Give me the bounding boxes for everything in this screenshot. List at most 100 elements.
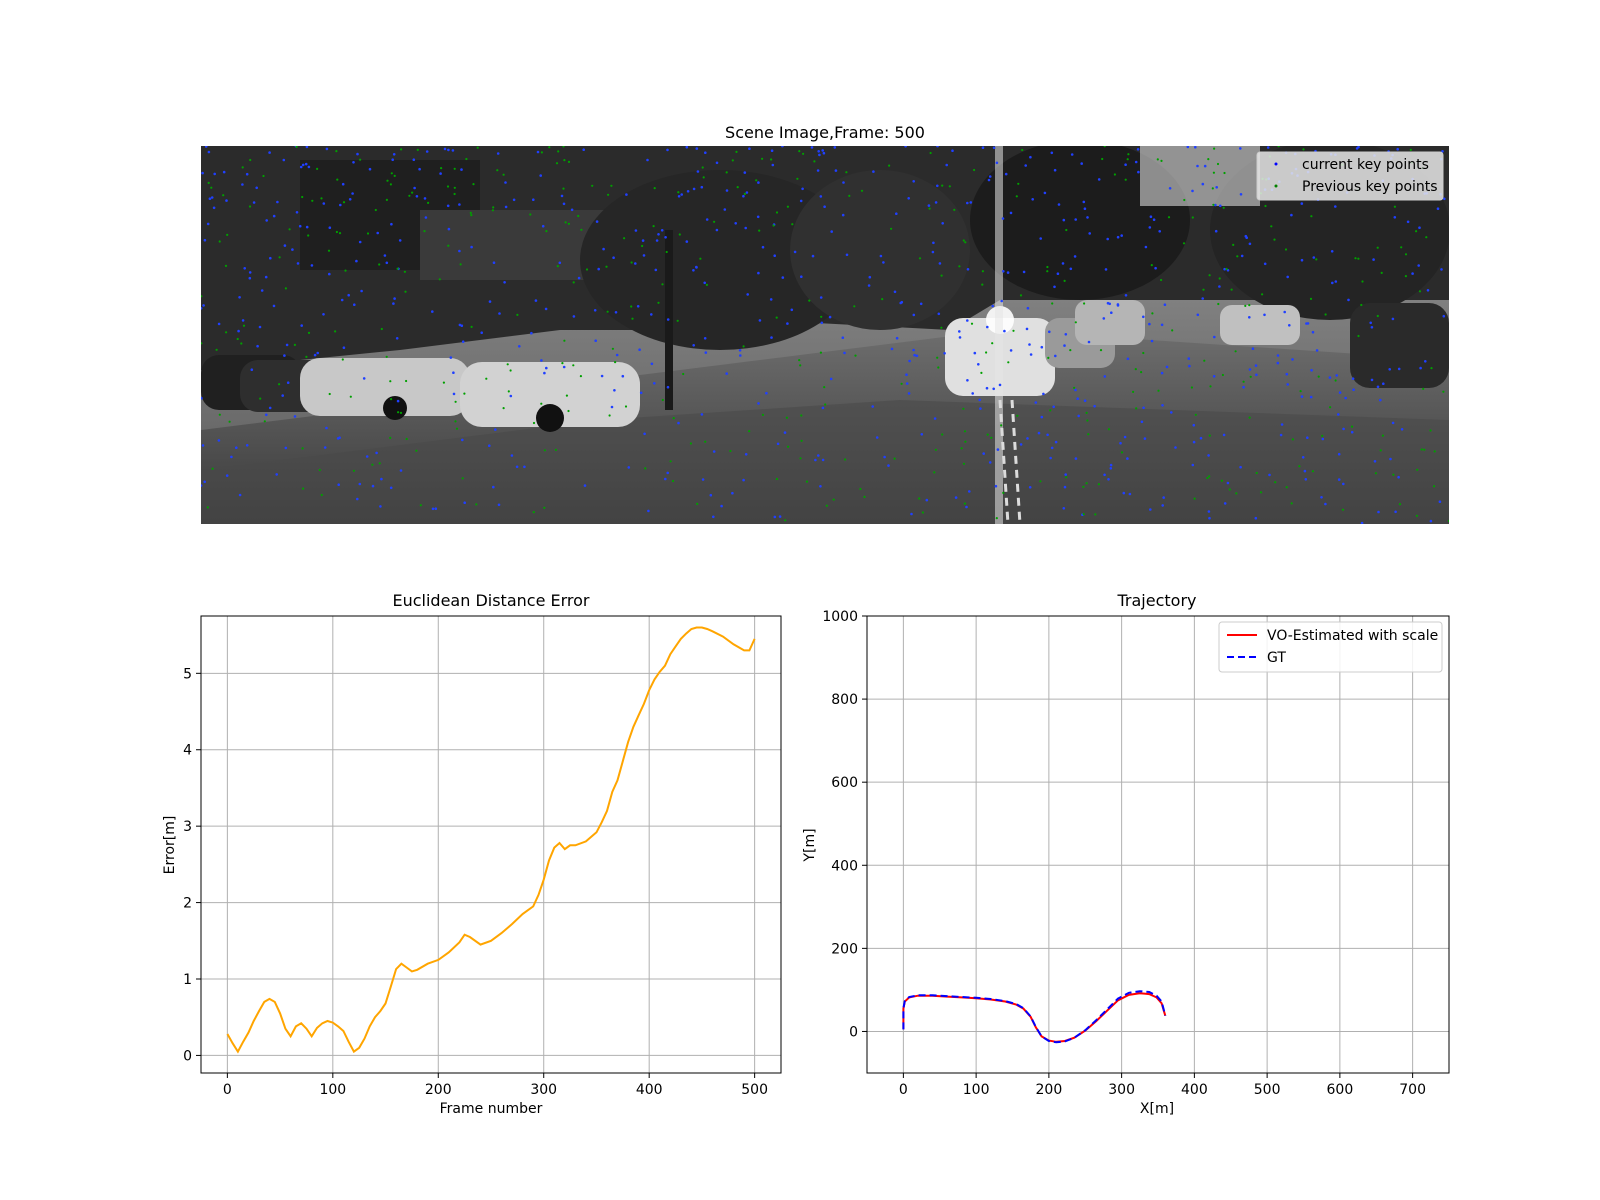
current-key-point	[1022, 270, 1026, 274]
current-key-point	[1223, 502, 1227, 505]
current-key-point	[1419, 366, 1422, 370]
current-key-point	[1239, 465, 1242, 469]
previous-key-point	[1404, 253, 1408, 256]
current-key-point	[887, 464, 890, 467]
current-key-point	[1355, 147, 1359, 150]
current-key-point	[1109, 463, 1113, 467]
previous-key-point	[1167, 216, 1171, 219]
current-key-point	[241, 183, 244, 186]
current-key-point	[907, 392, 911, 395]
current-key-point	[1300, 395, 1304, 398]
current-key-point	[1001, 217, 1005, 220]
current-key-point	[325, 426, 328, 430]
previous-key-point	[1264, 204, 1267, 208]
current-key-point	[210, 196, 214, 199]
current-key-point	[1057, 203, 1061, 206]
current-key-point	[757, 181, 760, 184]
previous-key-point	[470, 214, 473, 217]
error-ticks: 0 100 200 300 400 500 0 1 2 3 4 5	[183, 666, 768, 1098]
current-key-point	[1160, 323, 1164, 327]
current-key-point	[488, 444, 491, 448]
current-key-point	[1280, 423, 1284, 426]
previous-key-point	[259, 397, 262, 400]
current-key-point	[1201, 297, 1204, 300]
current-key-point	[978, 398, 981, 402]
previous-key-point	[742, 345, 745, 348]
current-key-point	[1137, 170, 1140, 174]
current-key-point	[515, 465, 519, 469]
trajectory-ytick-label: 1000	[822, 609, 858, 625]
current-key-point	[203, 480, 206, 484]
current-key-point	[868, 275, 872, 279]
previous-key-point	[682, 372, 685, 376]
current-key-point	[1064, 473, 1067, 476]
current-key-point	[276, 200, 279, 204]
previous-key-point	[557, 150, 560, 153]
previous-key-point	[301, 195, 304, 199]
current-key-point	[328, 226, 332, 229]
previous-key-point	[201, 295, 203, 298]
previous-key-point	[1433, 450, 1436, 453]
current-key-point	[434, 507, 438, 511]
previous-key-point	[755, 179, 758, 182]
current-key-point	[641, 239, 645, 242]
current-key-point	[431, 310, 434, 313]
current-key-point	[1276, 361, 1280, 365]
current-key-point	[348, 198, 352, 201]
current-key-point	[1123, 435, 1127, 439]
current-key-point	[769, 298, 773, 301]
current-key-point	[281, 394, 285, 397]
current-key-point	[1106, 301, 1110, 305]
previous-key-point	[1222, 206, 1225, 209]
current-key-point	[1043, 191, 1047, 195]
current-key-point	[893, 290, 897, 294]
previous-key-point	[672, 417, 675, 420]
current-key-point	[1031, 198, 1034, 201]
error-xtick-label: 300	[530, 1082, 557, 1098]
current-key-point	[895, 336, 899, 340]
current-key-point	[245, 172, 249, 176]
current-key-point	[595, 220, 599, 223]
previous-key-point	[342, 201, 346, 204]
current-key-point	[1219, 204, 1222, 208]
current-key-point	[449, 356, 453, 359]
previous-key-point	[1069, 349, 1072, 352]
current-key-point	[1148, 226, 1152, 229]
current-key-point	[523, 465, 526, 469]
previous-key-point	[799, 364, 802, 367]
current-key-point	[392, 153, 396, 156]
current-key-point	[583, 484, 587, 487]
current-key-point	[625, 193, 628, 196]
previous-key-point	[735, 150, 738, 153]
previous-key-point	[1207, 158, 1210, 161]
current-key-point	[1083, 207, 1087, 210]
error-xtick-label: 200	[425, 1082, 452, 1098]
current-key-point	[283, 244, 287, 247]
current-key-point	[971, 392, 974, 395]
current-key-point	[1048, 330, 1051, 334]
current-key-point	[1002, 270, 1005, 273]
previous-key-point	[1193, 497, 1196, 500]
previous-key-point	[385, 355, 388, 358]
current-key-point	[217, 439, 221, 442]
previous-key-point	[405, 437, 408, 441]
current-key-point	[1154, 266, 1157, 270]
current-key-point	[461, 438, 464, 442]
previous-key-point	[893, 457, 896, 460]
previous-key-point	[404, 290, 407, 293]
current-key-point	[945, 163, 948, 167]
trajectory-legend: VO-Estimated with scale GT	[1218, 621, 1443, 673]
previous-key-point	[748, 430, 751, 433]
current-key-point	[1303, 469, 1307, 473]
previous-key-point	[341, 358, 344, 361]
previous-key-point	[1049, 409, 1052, 412]
current-key-point	[497, 503, 501, 507]
current-key-point	[1406, 220, 1410, 224]
previous-key-point	[1097, 483, 1100, 486]
current-key-point	[977, 363, 980, 366]
previous-key-point	[1087, 433, 1090, 436]
current-key-point	[715, 161, 719, 165]
previous-key-point	[335, 150, 338, 153]
previous-key-point	[1120, 451, 1124, 454]
current-key-point	[965, 505, 968, 509]
